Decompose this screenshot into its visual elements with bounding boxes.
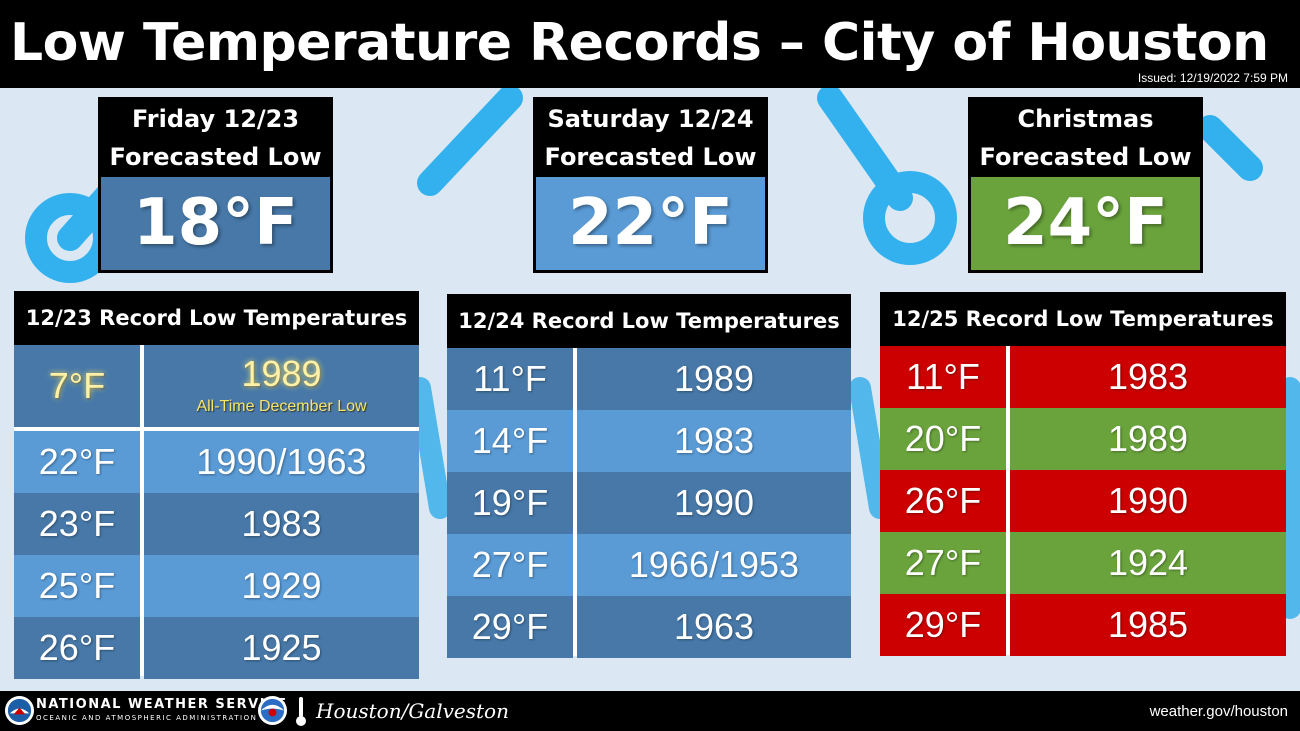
- record-year: 1983: [144, 493, 419, 555]
- record-temp: 11°F: [880, 346, 1006, 408]
- record-year: 1990: [577, 472, 851, 534]
- table-row: 29°F 1963: [447, 596, 851, 658]
- forecast-label: Forecasted Low: [109, 143, 322, 171]
- thermometer-background-icon: [25, 88, 1300, 619]
- record-year: 1963: [577, 596, 851, 658]
- record-note: All-Time December Low: [196, 398, 367, 415]
- thermometer-icon: [1197, 115, 1263, 181]
- record-table-title: 12/25 Record Low Temperatures: [880, 292, 1286, 346]
- thermometer-icon: [817, 88, 957, 265]
- record-year: 1990: [1010, 470, 1286, 532]
- table-row: 25°F 1929: [14, 555, 419, 617]
- table-row: 26°F 1925: [14, 617, 419, 679]
- record-temp: 20°F: [880, 408, 1006, 470]
- table-row: 11°F 1989: [447, 348, 851, 410]
- record-temp: 29°F: [880, 594, 1006, 656]
- table-row: 27°F 1966/1953: [447, 534, 851, 596]
- record-temp: 23°F: [14, 493, 140, 555]
- agency-name: NATIONAL WEATHER SERVICE: [36, 697, 288, 712]
- table-row: 11°F 1983: [880, 346, 1286, 408]
- thermometer-icon: [409, 377, 1300, 619]
- record-temp: 11°F: [447, 348, 573, 410]
- record-temp: 25°F: [14, 555, 140, 617]
- forecast-header-saturday: Saturday 12/24 Forecasted Low: [533, 97, 768, 179]
- table-row: 29°F 1985: [880, 594, 1286, 656]
- record-year: 1989: [577, 348, 851, 410]
- record-year: 1990/1963: [144, 431, 419, 493]
- website-link[interactable]: weather.gov/houston: [1149, 703, 1288, 720]
- table-row: 26°F 1990: [880, 470, 1286, 532]
- record-temp: 27°F: [880, 532, 1006, 594]
- record-year: 1924: [1010, 532, 1286, 594]
- forecast-header-christmas: Christmas Forecasted Low: [968, 97, 1203, 179]
- record-year-cell: 1989 All-Time December Low: [144, 345, 419, 427]
- agency-subtitle: OCEANIC AND ATMOSPHERIC ADMINISTRATION: [36, 714, 258, 722]
- header-bar: Low Temperature Records – City of Housto…: [0, 0, 1300, 88]
- forecast-day: Saturday 12/24: [547, 105, 754, 133]
- record-year: 1929: [144, 555, 419, 617]
- record-temp: 27°F: [447, 534, 573, 596]
- record-table-12-24: 12/24 Record Low Temperatures 11°F 1989 …: [447, 294, 851, 658]
- nws-logo-icon: [4, 695, 35, 726]
- record-table-title: 12/24 Record Low Temperatures: [447, 294, 851, 348]
- office-name: Houston/Galveston: [316, 699, 509, 723]
- record-year: 1983: [577, 410, 851, 472]
- record-temp: 26°F: [880, 470, 1006, 532]
- forecast-value-saturday: 22°F: [533, 177, 768, 273]
- table-row: 23°F 1983: [14, 493, 419, 555]
- footer-bar: NATIONAL WEATHER SERVICE OCEANIC AND ATM…: [0, 691, 1300, 731]
- record-year: 1925: [144, 617, 419, 679]
- record-year: 1985: [1010, 594, 1286, 656]
- forecast-label: Forecasted Low: [544, 143, 757, 171]
- record-temp: 26°F: [14, 617, 140, 679]
- forecast-day: Friday 12/23: [131, 105, 300, 133]
- page-title: Low Temperature Records – City of Housto…: [10, 13, 1269, 73]
- thermometer-icon: [417, 88, 523, 196]
- forecast-header-friday: Friday 12/23 Forecasted Low: [98, 97, 333, 179]
- record-year: 1983: [1010, 346, 1286, 408]
- record-temp: 22°F: [14, 431, 140, 493]
- table-row: 7°F 1989 All-Time December Low: [14, 345, 419, 427]
- record-table-12-25: 12/25 Record Low Temperatures 11°F 1983 …: [880, 292, 1286, 656]
- table-row: 14°F 1983: [447, 410, 851, 472]
- record-year: 1989: [1010, 408, 1286, 470]
- thermometer-icon: [296, 697, 306, 726]
- table-row: 19°F 1990: [447, 472, 851, 534]
- record-temp: 14°F: [447, 410, 573, 472]
- forecast-value-christmas: 24°F: [968, 177, 1203, 273]
- forecast-label: Forecasted Low: [979, 143, 1192, 171]
- table-row: 20°F 1989: [880, 408, 1286, 470]
- table-row: 22°F 1990/1963: [14, 431, 419, 493]
- forecast-day: Christmas: [1017, 105, 1154, 133]
- record-temp: 29°F: [447, 596, 573, 658]
- record-table-12-23: 12/23 Record Low Temperatures 7°F 1989 A…: [14, 291, 419, 679]
- record-temp: 19°F: [447, 472, 573, 534]
- record-temp: 7°F: [14, 345, 140, 427]
- issued-timestamp: Issued: 12/19/2022 7:59 PM: [1137, 71, 1288, 85]
- forecast-value-friday: 18°F: [98, 177, 333, 273]
- noaa-logo-icon: [257, 695, 288, 726]
- record-year: 1966/1953: [577, 534, 851, 596]
- record-table-title: 12/23 Record Low Temperatures: [14, 291, 419, 345]
- record-year: 1989: [241, 353, 322, 394]
- table-row: 27°F 1924: [880, 532, 1286, 594]
